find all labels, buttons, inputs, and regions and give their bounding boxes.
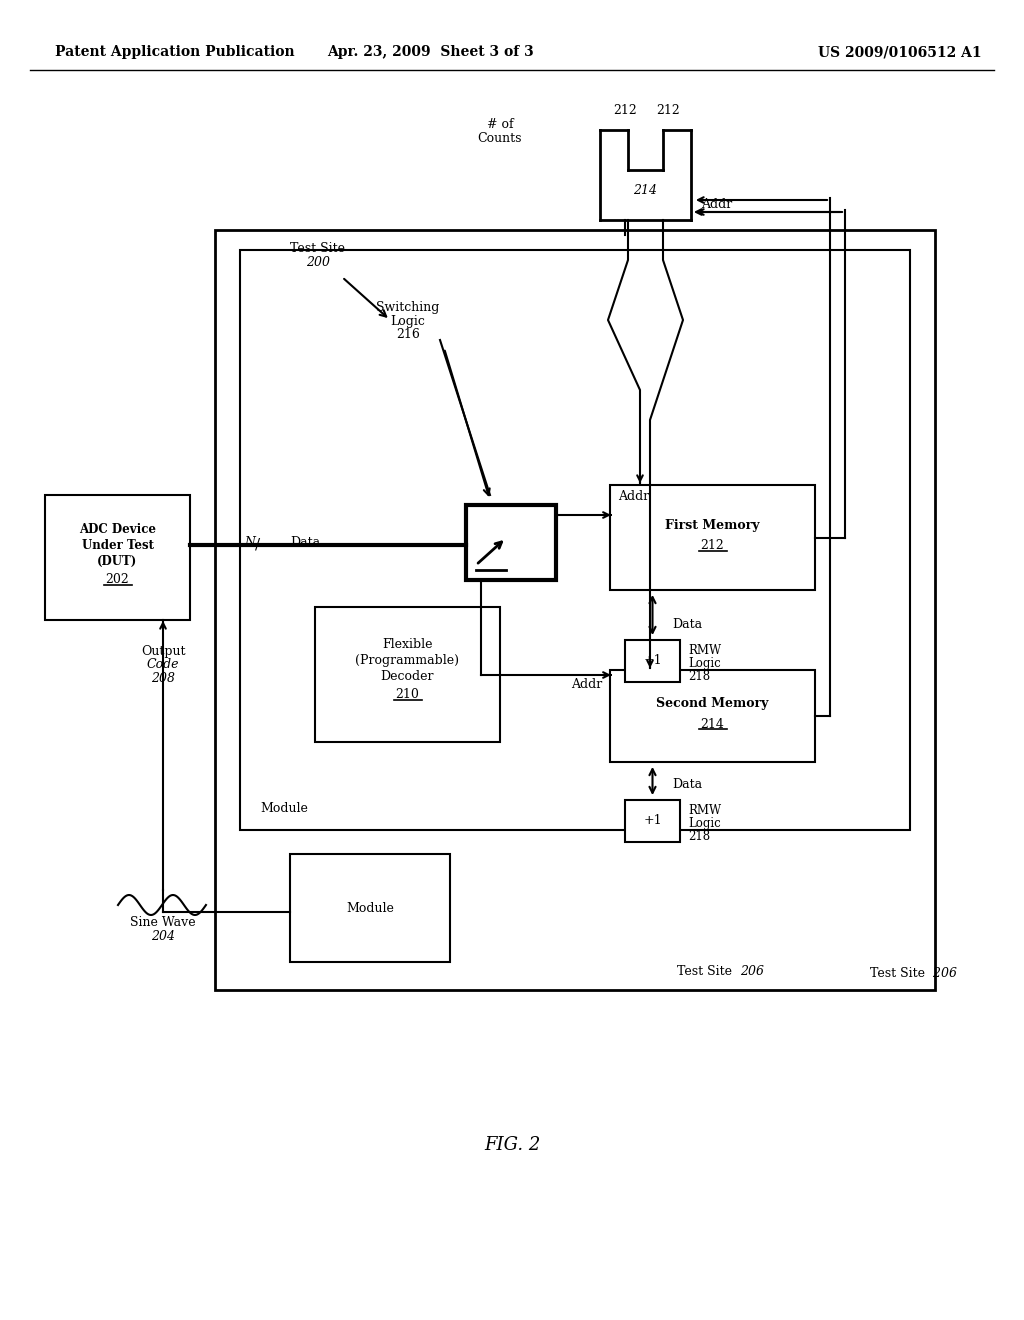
Text: Logic: Logic bbox=[688, 656, 721, 669]
Text: Flexible: Flexible bbox=[382, 638, 433, 651]
Text: 204: 204 bbox=[151, 931, 175, 944]
Text: 214: 214 bbox=[700, 718, 724, 730]
Text: Data: Data bbox=[673, 618, 702, 631]
Text: Test Site: Test Site bbox=[291, 242, 345, 255]
FancyBboxPatch shape bbox=[315, 607, 500, 742]
Text: +1: +1 bbox=[643, 814, 662, 828]
Text: 202: 202 bbox=[105, 573, 129, 586]
Text: 210: 210 bbox=[395, 688, 420, 701]
FancyBboxPatch shape bbox=[610, 484, 815, 590]
Text: 200: 200 bbox=[306, 256, 330, 268]
FancyBboxPatch shape bbox=[625, 800, 680, 842]
Text: Decoder: Decoder bbox=[381, 671, 434, 682]
Text: (DUT): (DUT) bbox=[97, 554, 137, 568]
Text: /: / bbox=[255, 539, 260, 552]
Text: First Memory: First Memory bbox=[666, 519, 760, 532]
Text: +1: +1 bbox=[643, 655, 662, 668]
Text: FIG. 2: FIG. 2 bbox=[483, 1137, 541, 1154]
Text: 218: 218 bbox=[688, 669, 710, 682]
Text: Switching: Switching bbox=[376, 301, 439, 314]
Text: Output: Output bbox=[140, 645, 185, 659]
Text: Test Site: Test Site bbox=[870, 968, 925, 979]
Text: 214: 214 bbox=[634, 183, 657, 197]
Text: ADC Device: ADC Device bbox=[79, 523, 156, 536]
FancyBboxPatch shape bbox=[45, 495, 190, 620]
Text: 212: 212 bbox=[613, 103, 637, 116]
Text: Second Memory: Second Memory bbox=[656, 697, 769, 710]
Text: (Programmable): (Programmable) bbox=[355, 653, 460, 667]
Text: N: N bbox=[245, 536, 256, 549]
Text: Patent Application Publication: Patent Application Publication bbox=[55, 45, 295, 59]
Text: Logic: Logic bbox=[390, 314, 425, 327]
Text: Data: Data bbox=[673, 777, 702, 791]
Text: Addr: Addr bbox=[701, 198, 732, 211]
Text: Module: Module bbox=[346, 902, 394, 915]
Text: Module: Module bbox=[260, 803, 308, 814]
Text: 216: 216 bbox=[396, 327, 420, 341]
Text: Addr: Addr bbox=[570, 678, 602, 690]
Text: Sine Wave: Sine Wave bbox=[130, 916, 196, 929]
Text: Addr: Addr bbox=[618, 490, 649, 503]
FancyBboxPatch shape bbox=[610, 671, 815, 762]
Text: Apr. 23, 2009  Sheet 3 of 3: Apr. 23, 2009 Sheet 3 of 3 bbox=[327, 45, 534, 59]
Text: Logic: Logic bbox=[688, 817, 721, 829]
Text: US 2009/0106512 A1: US 2009/0106512 A1 bbox=[818, 45, 982, 59]
Text: 212: 212 bbox=[656, 103, 680, 116]
Text: Data: Data bbox=[290, 536, 321, 549]
FancyBboxPatch shape bbox=[290, 854, 450, 962]
Text: RMW: RMW bbox=[688, 644, 721, 657]
Text: Test Site: Test Site bbox=[677, 965, 740, 978]
Text: 206: 206 bbox=[925, 968, 957, 979]
FancyBboxPatch shape bbox=[466, 506, 556, 579]
Text: 206: 206 bbox=[740, 965, 764, 978]
Text: Code: Code bbox=[146, 659, 179, 672]
Text: 212: 212 bbox=[700, 539, 724, 552]
Text: Counts: Counts bbox=[478, 132, 522, 144]
FancyBboxPatch shape bbox=[625, 640, 680, 682]
Text: 218: 218 bbox=[688, 829, 710, 842]
FancyBboxPatch shape bbox=[240, 249, 910, 830]
Text: 208: 208 bbox=[151, 672, 175, 685]
FancyBboxPatch shape bbox=[215, 230, 935, 990]
Text: RMW: RMW bbox=[688, 804, 721, 817]
Text: # of: # of bbox=[486, 119, 513, 132]
Text: Under Test: Under Test bbox=[82, 539, 154, 552]
